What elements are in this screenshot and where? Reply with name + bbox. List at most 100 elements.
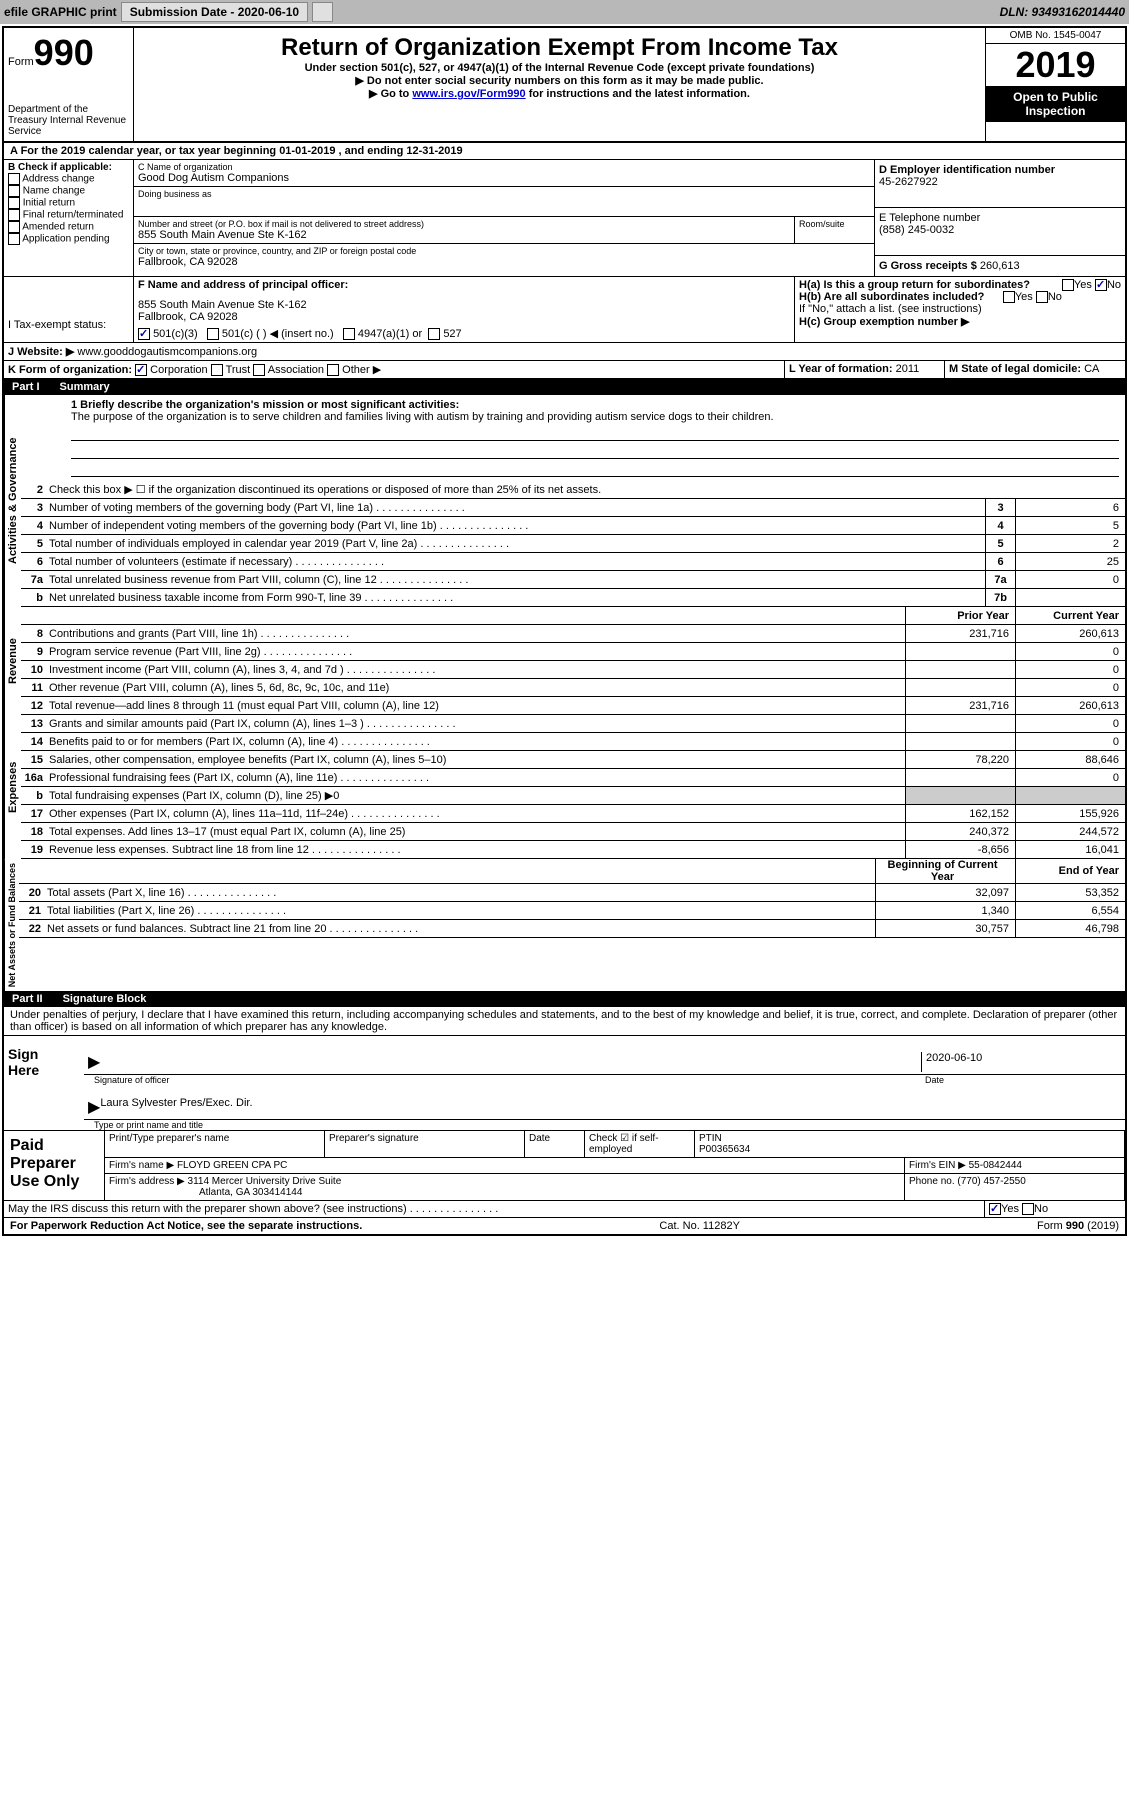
dln-label: DLN: 93493162014440 bbox=[1000, 5, 1125, 19]
activities-section: Activities & Governance 1 Briefly descri… bbox=[4, 395, 1125, 607]
firm-name: FLOYD GREEN CPA PC bbox=[177, 1160, 287, 1171]
chk-ha-no[interactable] bbox=[1095, 279, 1107, 291]
chk-trust[interactable] bbox=[211, 364, 223, 376]
arrow-icon-2: ▶ bbox=[88, 1097, 100, 1117]
lbl-501c: 501(c) ( ) ◀ (insert no.) bbox=[222, 328, 334, 340]
city-value: Fallbrook, CA 92028 bbox=[138, 256, 870, 268]
l10-v2: 0 bbox=[1015, 661, 1125, 678]
page-footer: For Paperwork Reduction Act Notice, see … bbox=[4, 1218, 1125, 1234]
lbl-address: Address change bbox=[22, 174, 94, 185]
gross-value: 260,613 bbox=[980, 260, 1020, 272]
l18-v1: 240,372 bbox=[905, 823, 1015, 840]
chk-discuss-no[interactable] bbox=[1022, 1203, 1034, 1215]
l20-v1: 32,097 bbox=[875, 884, 1015, 901]
line3-val: 6 bbox=[1015, 499, 1125, 516]
line5-val: 2 bbox=[1015, 535, 1125, 552]
l13-v2: 0 bbox=[1015, 715, 1125, 732]
form-990: Form990 Department of the Treasury Inter… bbox=[2, 26, 1127, 1236]
l16a-desc: Professional fundraising fees (Part IX, … bbox=[49, 771, 905, 785]
form-number: 990 bbox=[34, 32, 94, 73]
chk-pending[interactable] bbox=[8, 233, 20, 245]
box-i-left: I Tax-exempt status: bbox=[4, 277, 134, 342]
form-subtitle: Under section 501(c), 527, or 4947(a)(1)… bbox=[140, 62, 979, 74]
box-f: F Name and address of principal officer:… bbox=[134, 277, 795, 342]
vert-activities: Activities & Governance bbox=[4, 395, 21, 607]
street-value: 855 South Main Avenue Ste K-162 bbox=[138, 229, 790, 241]
line7a-val: 0 bbox=[1015, 571, 1125, 588]
chk-amended[interactable] bbox=[8, 221, 20, 233]
lbl-final: Final return/terminated bbox=[23, 210, 124, 221]
l14-v1 bbox=[905, 733, 1015, 750]
chk-final[interactable] bbox=[8, 209, 20, 221]
line3-box: 3 bbox=[985, 499, 1015, 516]
chk-other[interactable] bbox=[327, 364, 339, 376]
ptin-label: PTIN bbox=[699, 1133, 722, 1144]
prep-sig-label: Preparer's signature bbox=[325, 1131, 525, 1157]
line5-box: 5 bbox=[985, 535, 1015, 552]
chk-527[interactable] bbox=[428, 328, 440, 340]
chk-address[interactable] bbox=[8, 173, 20, 185]
boxes-bcde: B Check if applicable: Address change Na… bbox=[4, 160, 1125, 277]
firm-addr1: 3114 Mercer University Drive Suite bbox=[188, 1176, 342, 1187]
hb-no: No bbox=[1048, 291, 1062, 303]
box-j: J Website: ▶ www.gooddogautismcompanions… bbox=[4, 343, 1125, 361]
l21-v1: 1,340 bbox=[875, 902, 1015, 919]
chk-4947[interactable] bbox=[343, 328, 355, 340]
room-label: Room/suite bbox=[799, 219, 870, 229]
chk-hb-no[interactable] bbox=[1036, 291, 1048, 303]
dept-label: Department of the Treasury Internal Reve… bbox=[8, 104, 129, 137]
hc-label: H(c) Group exemption number ▶ bbox=[799, 316, 969, 328]
boxes-klm: K Form of organization: Corporation Trus… bbox=[4, 361, 1125, 379]
irs-link[interactable]: www.irs.gov/Form990 bbox=[412, 88, 525, 100]
chk-501c3[interactable] bbox=[138, 328, 150, 340]
chk-ha-yes[interactable] bbox=[1062, 279, 1074, 291]
chk-assoc[interactable] bbox=[253, 364, 265, 376]
l8-v1: 231,716 bbox=[905, 625, 1015, 642]
l21-v2: 6,554 bbox=[1015, 902, 1125, 919]
chk-501c[interactable] bbox=[207, 328, 219, 340]
firm-ein-label: Firm's EIN ▶ bbox=[909, 1160, 966, 1171]
hb-label: H(b) Are all subordinates included? bbox=[799, 291, 984, 303]
sign-here-block: Sign Here ▶2020-06-10 Signature of offic… bbox=[4, 1036, 1125, 1131]
chk-name[interactable] bbox=[8, 185, 20, 197]
ein-value: 45-2627922 bbox=[879, 176, 1121, 188]
l16a-v2: 0 bbox=[1015, 769, 1125, 786]
date-label: Date bbox=[925, 1075, 1125, 1085]
lbl-amended: Amended return bbox=[22, 222, 94, 233]
submission-button[interactable]: Submission Date - 2020-06-10 bbox=[121, 2, 308, 22]
l13-v1 bbox=[905, 715, 1015, 732]
chk-initial[interactable] bbox=[8, 197, 20, 209]
mission-text: The purpose of the organization is to se… bbox=[71, 411, 1119, 423]
part2-num: Part II bbox=[12, 993, 43, 1005]
domicile-label: M State of legal domicile: bbox=[949, 363, 1081, 375]
website-value: www.gooddogautismcompanions.org bbox=[77, 346, 257, 358]
header-left: Form990 Department of the Treasury Inter… bbox=[4, 28, 134, 141]
vert-expenses: Expenses bbox=[4, 715, 21, 859]
blank-button[interactable] bbox=[312, 2, 333, 22]
lbl-501c3: 501(c)(3) bbox=[153, 328, 198, 340]
form-header: Form990 Department of the Treasury Inter… bbox=[4, 28, 1125, 143]
prep-date-label: Date bbox=[525, 1131, 585, 1157]
chk-discuss-yes[interactable] bbox=[989, 1203, 1001, 1215]
vert-netassets: Net Assets or Fund Balances bbox=[4, 859, 19, 991]
name-type-label: Type or print name and title bbox=[94, 1120, 1125, 1130]
tax-year: 2019 bbox=[986, 44, 1125, 86]
line7b-val bbox=[1015, 589, 1125, 606]
hb-yes: Yes bbox=[1015, 291, 1033, 303]
l17-v2: 155,926 bbox=[1015, 805, 1125, 822]
chk-corp[interactable] bbox=[135, 364, 147, 376]
l19-v1: -8,656 bbox=[905, 841, 1015, 858]
cat-number: Cat. No. 11282Y bbox=[659, 1220, 740, 1232]
sig-officer-label: Signature of officer bbox=[94, 1075, 169, 1085]
chk-hb-yes[interactable] bbox=[1003, 291, 1015, 303]
dba-label: Doing business as bbox=[138, 189, 870, 199]
l13-desc: Grants and similar amounts paid (Part IX… bbox=[49, 717, 905, 731]
box-deg: D Employer identification number 45-2627… bbox=[875, 160, 1125, 276]
form-990-label: 990 bbox=[1066, 1220, 1084, 1232]
l22-v2: 46,798 bbox=[1015, 920, 1125, 937]
line4-desc: Number of independent voting members of … bbox=[49, 519, 985, 533]
form-title: Return of Organization Exempt From Incom… bbox=[140, 34, 979, 62]
l11-desc: Other revenue (Part VIII, column (A), li… bbox=[49, 681, 905, 695]
ha-no: No bbox=[1107, 279, 1121, 291]
hdr-current: Current Year bbox=[1015, 607, 1125, 624]
